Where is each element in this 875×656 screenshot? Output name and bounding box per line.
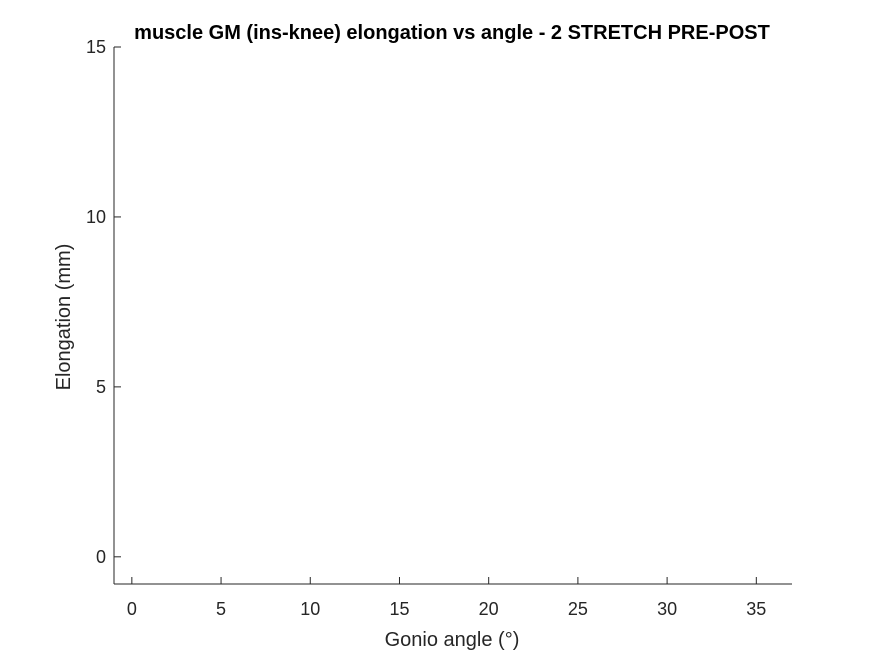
x-tick-label: 10 <box>300 599 320 619</box>
x-tick-label: 35 <box>746 599 766 619</box>
y-tick-label: 0 <box>96 547 106 567</box>
x-tick-label: 5 <box>216 599 226 619</box>
plot-area: 0 5 10 15 20 25 30 35 0 5 10 15 <box>86 37 792 619</box>
y-tick-label: 10 <box>86 207 106 227</box>
x-axis-label: Gonio angle (°) <box>385 629 520 651</box>
y-tick-label: 15 <box>86 37 106 57</box>
y-axis-label: Elongation (mm) <box>53 244 75 391</box>
x-tick-label: 20 <box>479 599 499 619</box>
x-tick-label: 15 <box>389 599 409 619</box>
x-tick-label: 30 <box>657 599 677 619</box>
y-tick-label: 5 <box>96 377 106 397</box>
x-tick-label: 0 <box>127 599 137 619</box>
y-ticks: 0 5 10 15 <box>86 37 121 567</box>
x-tick-label: 25 <box>568 599 588 619</box>
chart-title: muscle GM (ins-knee) elongation vs angle… <box>134 22 770 44</box>
x-ticks: 0 5 10 15 20 25 30 35 <box>127 577 766 619</box>
